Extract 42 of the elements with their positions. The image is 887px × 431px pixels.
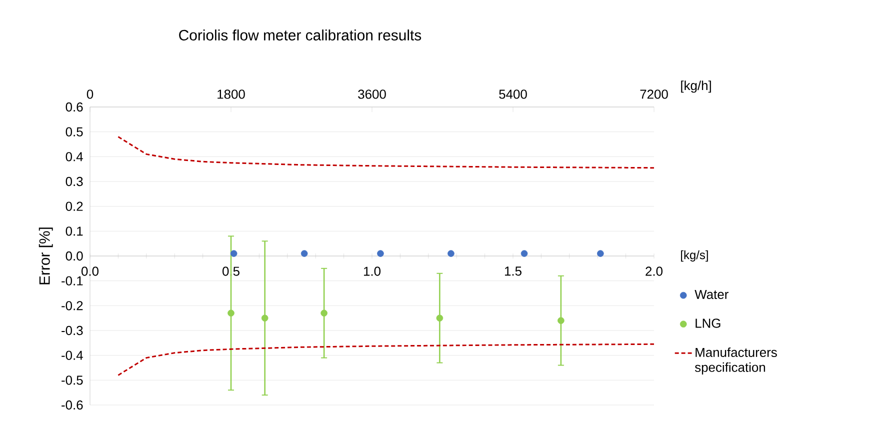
point: [228, 310, 234, 317]
y-tick-label: 0.5: [66, 127, 83, 136]
line-series: [117, 343, 655, 376]
x2-tick-label: 3600: [358, 90, 386, 99]
y-tick-label: -0.3: [62, 326, 83, 336]
y-tick-label: 0.0: [66, 251, 83, 261]
x-tick-label: 1.0: [364, 266, 381, 276]
point: [520, 250, 528, 257]
legend-label: Manufacturers specification: [694, 347, 777, 374]
x2-tick-label: 7200: [640, 90, 668, 99]
y-tick-label: -0.5: [62, 376, 83, 385]
x-tick-label: 0.0: [82, 266, 99, 276]
y-tick-label: -0.6: [62, 400, 83, 410]
y-tick-label: -0.1: [62, 276, 83, 286]
y-axis-title: Error [%]: [38, 228, 53, 284]
legend-label: LNG: [696, 318, 720, 328]
x2-tick-label: 0: [86, 90, 94, 99]
point: [261, 314, 268, 322]
point: [320, 310, 328, 317]
point: [230, 250, 238, 257]
y-tick-label: 0.1: [66, 226, 83, 236]
point: [377, 250, 384, 257]
y-tick-label: 0.6: [66, 102, 83, 112]
y-tick-label: -0.2: [62, 301, 83, 310]
point: [436, 314, 444, 322]
x2-tick-label: 5400: [499, 90, 527, 99]
point: [448, 250, 454, 257]
y-tick-label: 0.3: [66, 176, 83, 186]
x-tick-label: 2.0: [646, 266, 663, 276]
point: [558, 317, 564, 324]
chart-title: Coriolis flow meter calibration results: [179, 30, 422, 40]
x-tick-label: 1.5: [504, 266, 522, 276]
y-tick-label: 0.4: [66, 152, 83, 162]
point: [300, 250, 308, 257]
x2-axis-title: [kg/h]: [681, 80, 711, 93]
y-tick-label: -0.4: [62, 350, 83, 360]
x2-tick-label: 1800: [218, 90, 245, 99]
y-tick-label: 0.2: [66, 202, 83, 211]
x-axis-title: [kg/s]: [681, 250, 708, 262]
legend-label: Water: [694, 290, 728, 300]
line-series: [117, 136, 655, 169]
point: [597, 250, 604, 257]
